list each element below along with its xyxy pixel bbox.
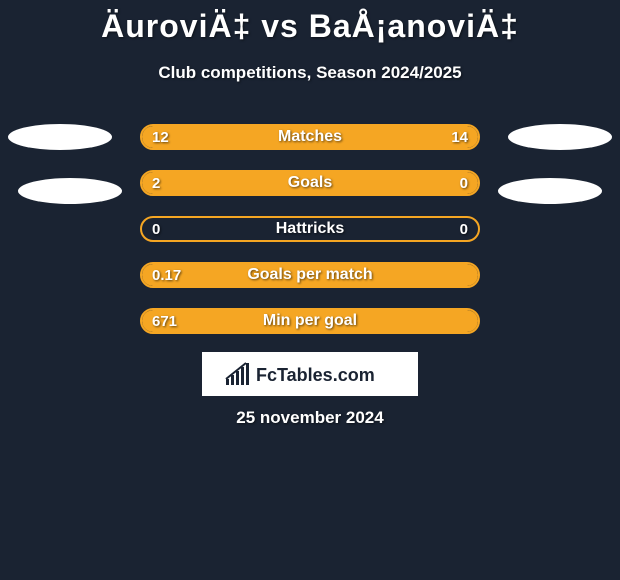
snapshot-date: 25 november 2024: [0, 408, 620, 428]
bar-row-min-per-goal: 671Min per goal: [140, 308, 480, 334]
fctables-logo: FcTables.com: [202, 352, 418, 396]
bar-row-hattricks: 00Hattricks: [140, 216, 480, 242]
fctables-logo-svg: FcTables.com: [220, 359, 400, 389]
bar-row-goals: 20Goals: [140, 170, 480, 196]
logo-text: FcTables.com: [256, 365, 375, 385]
comparison-bars: 1214Matches 20Goals 00Hattricks 0.17Goals p…: [140, 124, 480, 354]
bar-label: Min per goal: [142, 310, 478, 332]
page-subtitle: Club competitions, Season 2024/2025: [0, 63, 620, 83]
bar-label: Matches: [142, 126, 478, 148]
player-oval-right-top: [508, 124, 612, 150]
bar-label: Hattricks: [142, 218, 478, 240]
bar-row-goals-per-match: 0.17Goals per match: [140, 262, 480, 288]
player-oval-right-bottom: [498, 178, 602, 204]
player-oval-left-top: [8, 124, 112, 150]
page-title: ÄuroviÄ‡ vs BaÅ¡anoviÄ‡: [0, 0, 620, 45]
player-oval-left-bottom: [18, 178, 122, 204]
bar-label: Goals: [142, 172, 478, 194]
bar-label: Goals per match: [142, 264, 478, 286]
bar-row-matches: 1214Matches: [140, 124, 480, 150]
